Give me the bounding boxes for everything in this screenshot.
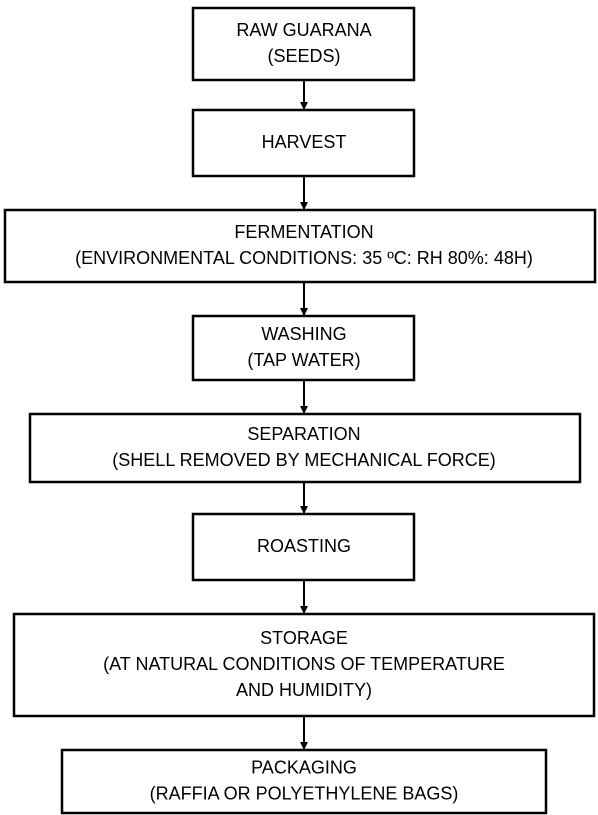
process-box xyxy=(3,208,597,284)
process-label: (TAP WATER) xyxy=(247,350,360,370)
process-label: (AT NATURAL CONDITIONS OF TEMPERATURE xyxy=(103,654,505,674)
process-box xyxy=(191,314,416,382)
process-label: WASHING xyxy=(261,324,346,344)
process-label: (ENVIRONMENTAL CONDITIONS: 35 ºC: RH 80%… xyxy=(75,248,533,268)
process-label: (SHELL REMOVED BY MECHANICAL FORCE) xyxy=(112,450,495,470)
process-label: AND HUMIDITY) xyxy=(236,680,372,700)
process-label: (SEEDS) xyxy=(267,46,340,66)
process-box xyxy=(12,612,596,718)
process-box xyxy=(191,512,416,582)
process-label: RAW GUARANA xyxy=(236,20,371,40)
process-box xyxy=(60,748,548,815)
process-label: ROASTING xyxy=(257,536,351,556)
process-label: (RAFFIA OR POLYETHYLENE BAGS) xyxy=(150,783,459,803)
process-label: PACKAGING xyxy=(251,757,357,777)
process-label: FERMENTATION xyxy=(234,222,373,242)
process-label: HARVEST xyxy=(262,132,347,152)
process-box xyxy=(191,108,416,178)
process-label: STORAGE xyxy=(260,628,348,648)
process-box xyxy=(28,412,582,484)
process-label: SEPARATION xyxy=(247,424,360,444)
process-box xyxy=(191,6,416,82)
